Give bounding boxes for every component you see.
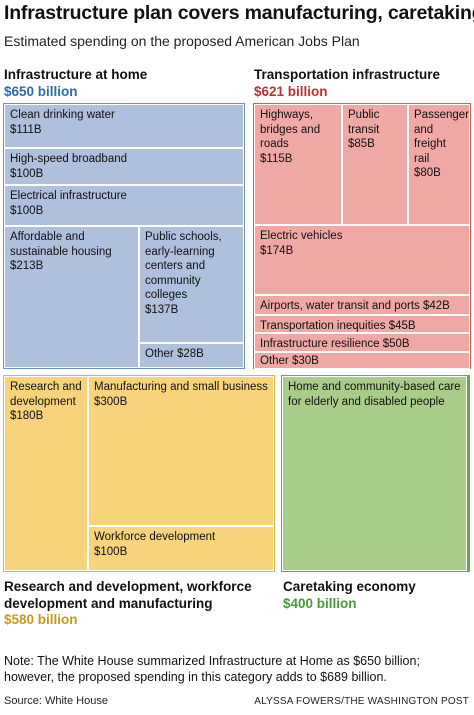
tile-label: Public schools, early-learning centers a… <box>145 231 222 301</box>
tile-label: Clean drinking water <box>10 109 115 121</box>
tile-label: Electric vehicles <box>260 230 343 242</box>
care-group-total: $400 billion <box>283 596 357 611</box>
rd-group-total: $580 billion <box>4 612 78 627</box>
rd-group-title-line2: development and manufacturing <box>4 596 213 611</box>
tile-value: $85B <box>348 138 375 150</box>
tile-label: Airports, water transit and ports <box>260 300 420 312</box>
tile-value: $30B <box>291 355 319 367</box>
tile-value: $174B <box>260 244 294 257</box>
treemap-tile-workforce-development: Workforce development $100B <box>88 526 274 571</box>
care-tile-edge <box>467 376 469 571</box>
tile-label: Home and community-based care for elderl… <box>288 381 461 408</box>
tile-label: Workforce development <box>94 531 216 543</box>
tile-value: $300B <box>94 395 128 408</box>
tile-label: Infrastructure resilience <box>260 338 380 350</box>
treemap-tile-highways: Highways, bridges and roads $115B <box>254 104 342 225</box>
treemap-tile-infrastructure-resilience: Infrastructure resilience $50B <box>254 333 470 352</box>
credit-line: ALYSSA FOWERS/THE WASHINGTON POST <box>254 696 469 707</box>
treemap-tile-clean-drinking-water: Clean drinking water $111B <box>4 104 244 148</box>
tile-label: Highways, bridges and roads <box>260 109 321 150</box>
tile-value: $50B <box>382 338 410 350</box>
treemap-tile-home-community-care: Home and community-based care for elderl… <box>282 376 467 571</box>
home-group-title: Infrastructure at home <box>4 67 148 82</box>
tile-label: Transportation inequities <box>260 320 386 332</box>
tile-label: High-speed broadband <box>10 153 128 165</box>
tile-value: $111B <box>10 123 42 136</box>
treemap-tile-public-schools: Public schools, early-learning centers a… <box>139 226 244 343</box>
rd-group-frame <box>3 375 275 572</box>
tile-value: $100B <box>10 167 44 180</box>
treemap-tile-affordable-housing: Affordable and sustainable housing $213B <box>4 226 139 368</box>
tile-value: $42B <box>423 300 450 312</box>
tile-label: Passenger and freight rail <box>414 109 469 165</box>
treemap-tile-electrical-infrastructure: Electrical infrastructure $100B <box>4 185 244 226</box>
tile-value: $28B <box>176 348 204 360</box>
tile-label: Public transit <box>348 109 380 136</box>
tile-label: Other <box>145 348 174 360</box>
tile-value: $137B <box>145 303 179 316</box>
tile-value: $180B <box>10 410 44 422</box>
rd-group-title-line1: Research and development, workforce <box>4 579 252 594</box>
tile-value: $100B <box>94 545 128 558</box>
tile-label: Research and development <box>10 381 82 408</box>
tile-label: Electrical infrastructure <box>10 190 127 202</box>
chart-title: Infrastructure plan covers manufacturing… <box>4 2 474 24</box>
footnote: Note: The White House summarized Infrast… <box>4 654 420 684</box>
chart-subtitle: Estimated spending on the proposed Ameri… <box>4 33 360 49</box>
transport-group-title: Transportation infrastructure <box>254 67 441 82</box>
tile-value: $115B <box>260 152 293 165</box>
care-group-title: Caretaking economy <box>283 579 416 594</box>
tile-value: $213B <box>10 260 44 272</box>
source-line: Source: White House <box>4 695 108 707</box>
tile-label: Manufacturing and small business <box>94 381 268 393</box>
treemap-tile-high-speed-broadband: High-speed broadband $100B <box>4 148 244 185</box>
treemap-tile-transport-inequities: Transportation inequities $45B <box>254 315 470 333</box>
tile-value: $80B <box>414 167 441 179</box>
transport-group-total: $621 billion <box>254 84 328 99</box>
treemap-tile-rail: Passenger and freight rail $80B <box>408 104 470 225</box>
treemap-tile-home-other: Other $28B <box>139 343 244 368</box>
treemap-tile-transport-other: Other $30B <box>254 352 470 369</box>
tile-value: $45B <box>388 320 416 332</box>
treemap-tile-electric-vehicles: Electric vehicles $174B <box>254 225 470 295</box>
treemap-tile-airports: Airports, water transit and ports $42B <box>254 295 470 315</box>
treemap-tile-manufacturing: Manufacturing and small business $300B <box>88 376 274 526</box>
tile-value: $100B <box>10 204 44 217</box>
tile-label: Affordable and sustainable housing <box>10 231 112 258</box>
treemap-tile-public-transit: Public transit $85B <box>342 104 408 225</box>
treemap-tile-research-development: Research and development $180B <box>4 376 88 571</box>
tile-label: Other <box>260 355 289 367</box>
care-group-frame <box>281 375 470 572</box>
home-group-total: $650 billion <box>4 84 78 99</box>
home-group-frame <box>3 103 245 369</box>
